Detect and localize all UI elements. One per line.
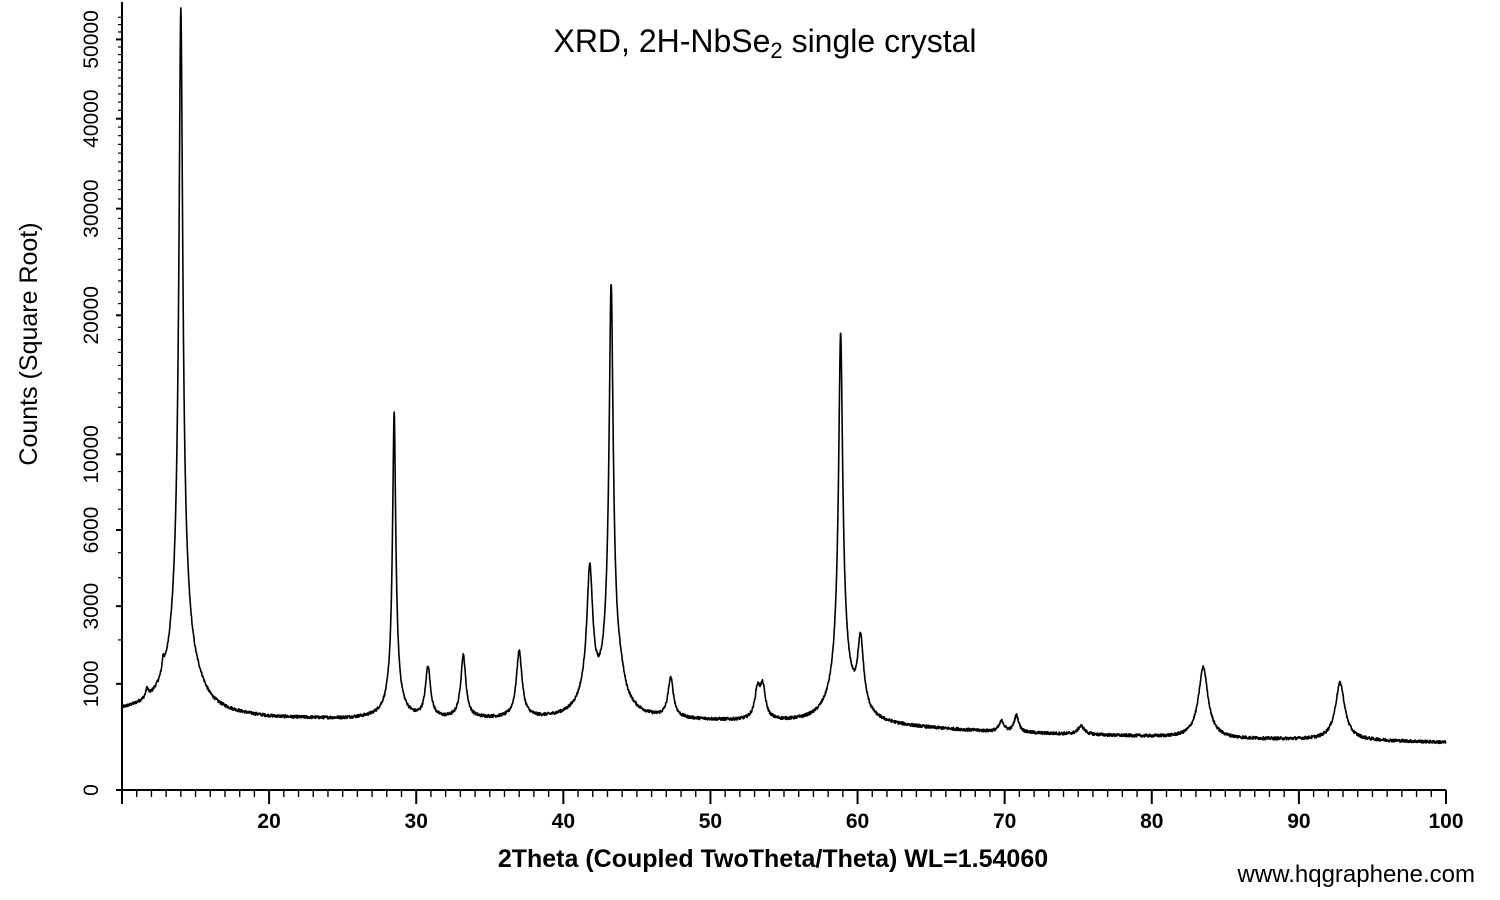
- x-tick-label: 100: [1428, 810, 1463, 833]
- x-tick-label: 40: [552, 810, 575, 833]
- y-tick-label: 6000: [80, 507, 103, 554]
- x-tick-label: 70: [993, 810, 1016, 833]
- y-tick-label: 3000: [80, 583, 103, 630]
- x-tick-label: 30: [405, 810, 428, 833]
- x-tick-label: 90: [1287, 810, 1310, 833]
- y-tick-label: 30000: [80, 179, 103, 237]
- watermark-text: www.hqgraphene.com: [1237, 861, 1475, 888]
- y-tick-label: 50000: [80, 10, 103, 68]
- y-tick-label: 0: [80, 784, 103, 796]
- y-axis-ticks: 0 1000 3000 6000 10000 20000 30000 40000 50000: [80, 10, 122, 796]
- x-tick-label: 80: [1140, 810, 1163, 833]
- x-axis-ticks: 20 30 40 50 60 70 80 90 100: [257, 790, 1464, 833]
- x-axis-title: 2Theta (Coupled TwoTheta/Theta) WL=1.540…: [498, 845, 1048, 873]
- diffraction-pattern-line: [121, 7, 1447, 745]
- x-tick-label: 50: [699, 810, 722, 833]
- x-tick-label: 20: [257, 810, 280, 833]
- x-tick-label: 60: [846, 810, 869, 833]
- y-axis-title: Counts (Square Root): [15, 222, 43, 465]
- x-minor-ticks: [136, 790, 1432, 797]
- y-tick-label: 20000: [80, 286, 103, 344]
- y-tick-label: 40000: [80, 89, 103, 147]
- y-tick-label: 10000: [80, 425, 103, 483]
- chart-title: XRD, 2H-NbSe2 single crystal: [553, 23, 976, 63]
- y-tick-label: 1000: [80, 660, 103, 707]
